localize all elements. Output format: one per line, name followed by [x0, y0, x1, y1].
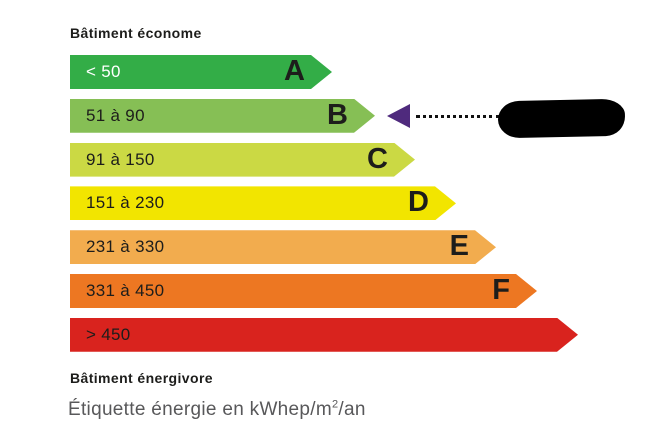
energy-bar-B: 51 à 90 B [70, 99, 375, 133]
caption: Étiquette énergie en kWhep/m2/an [68, 399, 366, 421]
energy-range-label: 51 à 90 [86, 105, 145, 125]
economical-building-label: Bâtiment économe [70, 25, 202, 41]
energy-bar-E: 231 à 330 E [70, 230, 496, 264]
energy-bar-D: 151 à 230 D [70, 186, 456, 220]
energy-range-label: 231 à 330 [86, 237, 165, 257]
energy-bar-F: 331 à 450 F [70, 274, 537, 308]
caption-text-suffix: /an [338, 399, 366, 420]
energy-intensive-building-label: Bâtiment énergivore [70, 370, 213, 386]
selected-class-arrow-icon [387, 104, 410, 128]
caption-text: Étiquette énergie en kWhep/m [68, 399, 332, 420]
energy-class-letter: A [284, 54, 305, 87]
dotted-connector-line [416, 115, 500, 118]
energy-range-label: 91 à 150 [86, 149, 155, 169]
energy-range-label: 151 à 230 [86, 193, 165, 213]
energy-class-letter: C [367, 142, 388, 175]
energy-range-label: 331 à 450 [86, 280, 165, 300]
energy-bar-G: > 450 [70, 318, 578, 352]
energy-class-letter: B [327, 98, 348, 131]
energy-range-label: > 450 [86, 324, 131, 344]
energy-range-label: < 50 [86, 62, 121, 81]
redacted-value-blob [497, 98, 626, 139]
energy-bar-A: < 50 A [70, 55, 332, 89]
caption-superscript: 2 [332, 398, 339, 411]
energy-class-letter: E [449, 230, 469, 263]
energy-class-letter: D [408, 186, 429, 219]
energy-class-letter: F [492, 273, 510, 306]
energy-bar-C: 91 à 150 C [70, 143, 415, 177]
energy-class-bars: < 50 A 51 à 90 B 91 à 150 C 151 à 230 D 231 à 33… [70, 55, 578, 352]
